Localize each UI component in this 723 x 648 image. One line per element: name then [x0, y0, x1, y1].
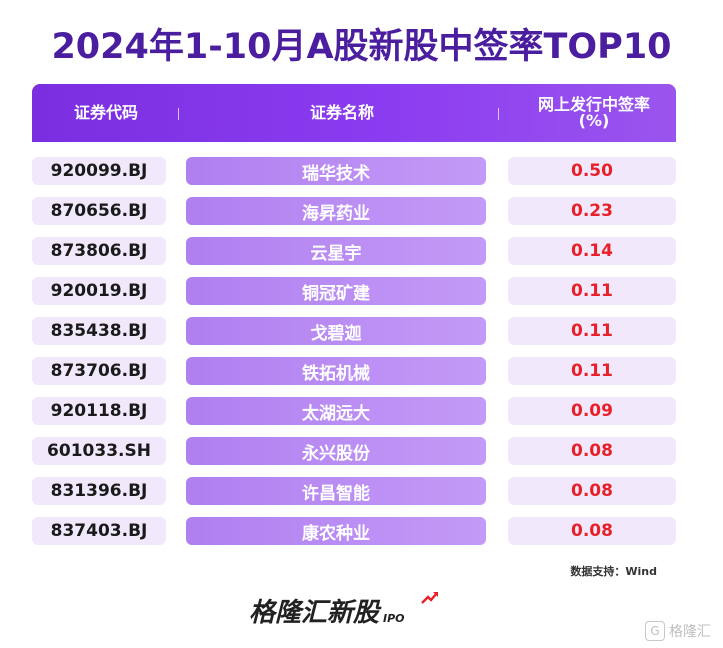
page-title: 2024年1-10月A股新股中签率TOP10 — [51, 27, 672, 67]
data-source: 数据支持：Wind — [570, 565, 657, 578]
win-rate-cell: 0.09 — [508, 397, 676, 425]
win-rate-cell: 0.08 — [508, 437, 676, 465]
security-name-cell: 铜冠矿建 — [186, 277, 486, 305]
table-row: 920099.BJ 瑞华技术 0.50 — [0, 157, 723, 189]
brand-name: 格隆汇新股 — [249, 598, 380, 628]
security-code-cell: 920099.BJ — [32, 157, 166, 185]
table-row: 835438.BJ 戈碧迦 0.11 — [0, 317, 723, 349]
header-separator — [498, 108, 499, 120]
win-rate-cell: 0.11 — [508, 357, 676, 385]
security-code-cell: 601033.SH — [32, 437, 166, 465]
table-row: 601033.SH 永兴股份 0.08 — [0, 437, 723, 469]
table-row: 873806.BJ 云星宇 0.14 — [0, 237, 723, 269]
win-rate-cell: 0.08 — [508, 477, 676, 505]
table-row: 920118.BJ 太湖远大 0.09 — [0, 397, 723, 429]
header-rate-line1: 网上发行中签率 — [537, 95, 650, 114]
header-code: 证券代码 — [73, 103, 138, 122]
win-rate-cell: 0.11 — [508, 317, 676, 345]
table-row: 920019.BJ 铜冠矿建 0.11 — [0, 277, 723, 309]
trend-arrow-icon — [421, 592, 438, 604]
security-code-cell: 870656.BJ — [32, 197, 166, 225]
security-code-cell: 831396.BJ — [32, 477, 166, 505]
table-row: 873706.BJ 铁拓机械 0.11 — [0, 357, 723, 389]
security-code-cell: 873706.BJ — [32, 357, 166, 385]
brand-tag: IPO — [383, 612, 405, 625]
security-code-cell: 873806.BJ — [32, 237, 166, 265]
security-name-cell: 永兴股份 — [186, 437, 486, 465]
security-name-cell: 瑞华技术 — [186, 157, 486, 185]
header-rate-line2: (%) — [578, 111, 610, 130]
header-name: 证券名称 — [309, 103, 374, 122]
security-code-cell: 835438.BJ — [32, 317, 166, 345]
header-rate: 网上发行中签率 (%) — [512, 84, 676, 142]
table-row: 837403.BJ 康农种业 0.08 — [0, 517, 723, 549]
security-name-cell: 许昌智能 — [186, 477, 486, 505]
watermark: G 格隆汇 — [645, 621, 711, 641]
security-name-cell: 铁拓机械 — [186, 357, 486, 385]
security-name-cell: 云星宇 — [186, 237, 486, 265]
win-rate-cell: 0.14 — [508, 237, 676, 265]
security-code-cell: 920019.BJ — [32, 277, 166, 305]
security-name-cell: 海昇药业 — [186, 197, 486, 225]
win-rate-cell: 0.11 — [508, 277, 676, 305]
win-rate-cell: 0.08 — [508, 517, 676, 545]
header-separator — [178, 108, 179, 120]
table-row: 870656.BJ 海昇药业 0.23 — [0, 197, 723, 229]
win-rate-cell: 0.50 — [508, 157, 676, 185]
security-name-cell: 太湖远大 — [186, 397, 486, 425]
security-code-cell: 920118.BJ — [32, 397, 166, 425]
security-name-cell: 戈碧迦 — [186, 317, 486, 345]
table-header: 证券代码 证券名称 网上发行中签率 (%) — [32, 84, 676, 142]
brand-logo: 格隆汇新股 IPO — [249, 589, 438, 629]
table-row: 831396.BJ 许昌智能 0.08 — [0, 477, 723, 509]
win-rate-cell: 0.23 — [508, 197, 676, 225]
watermark-logo-icon: G — [645, 621, 665, 641]
security-name-cell: 康农种业 — [186, 517, 486, 545]
watermark-text: 格隆汇 — [669, 624, 711, 640]
security-code-cell: 837403.BJ — [32, 517, 166, 545]
